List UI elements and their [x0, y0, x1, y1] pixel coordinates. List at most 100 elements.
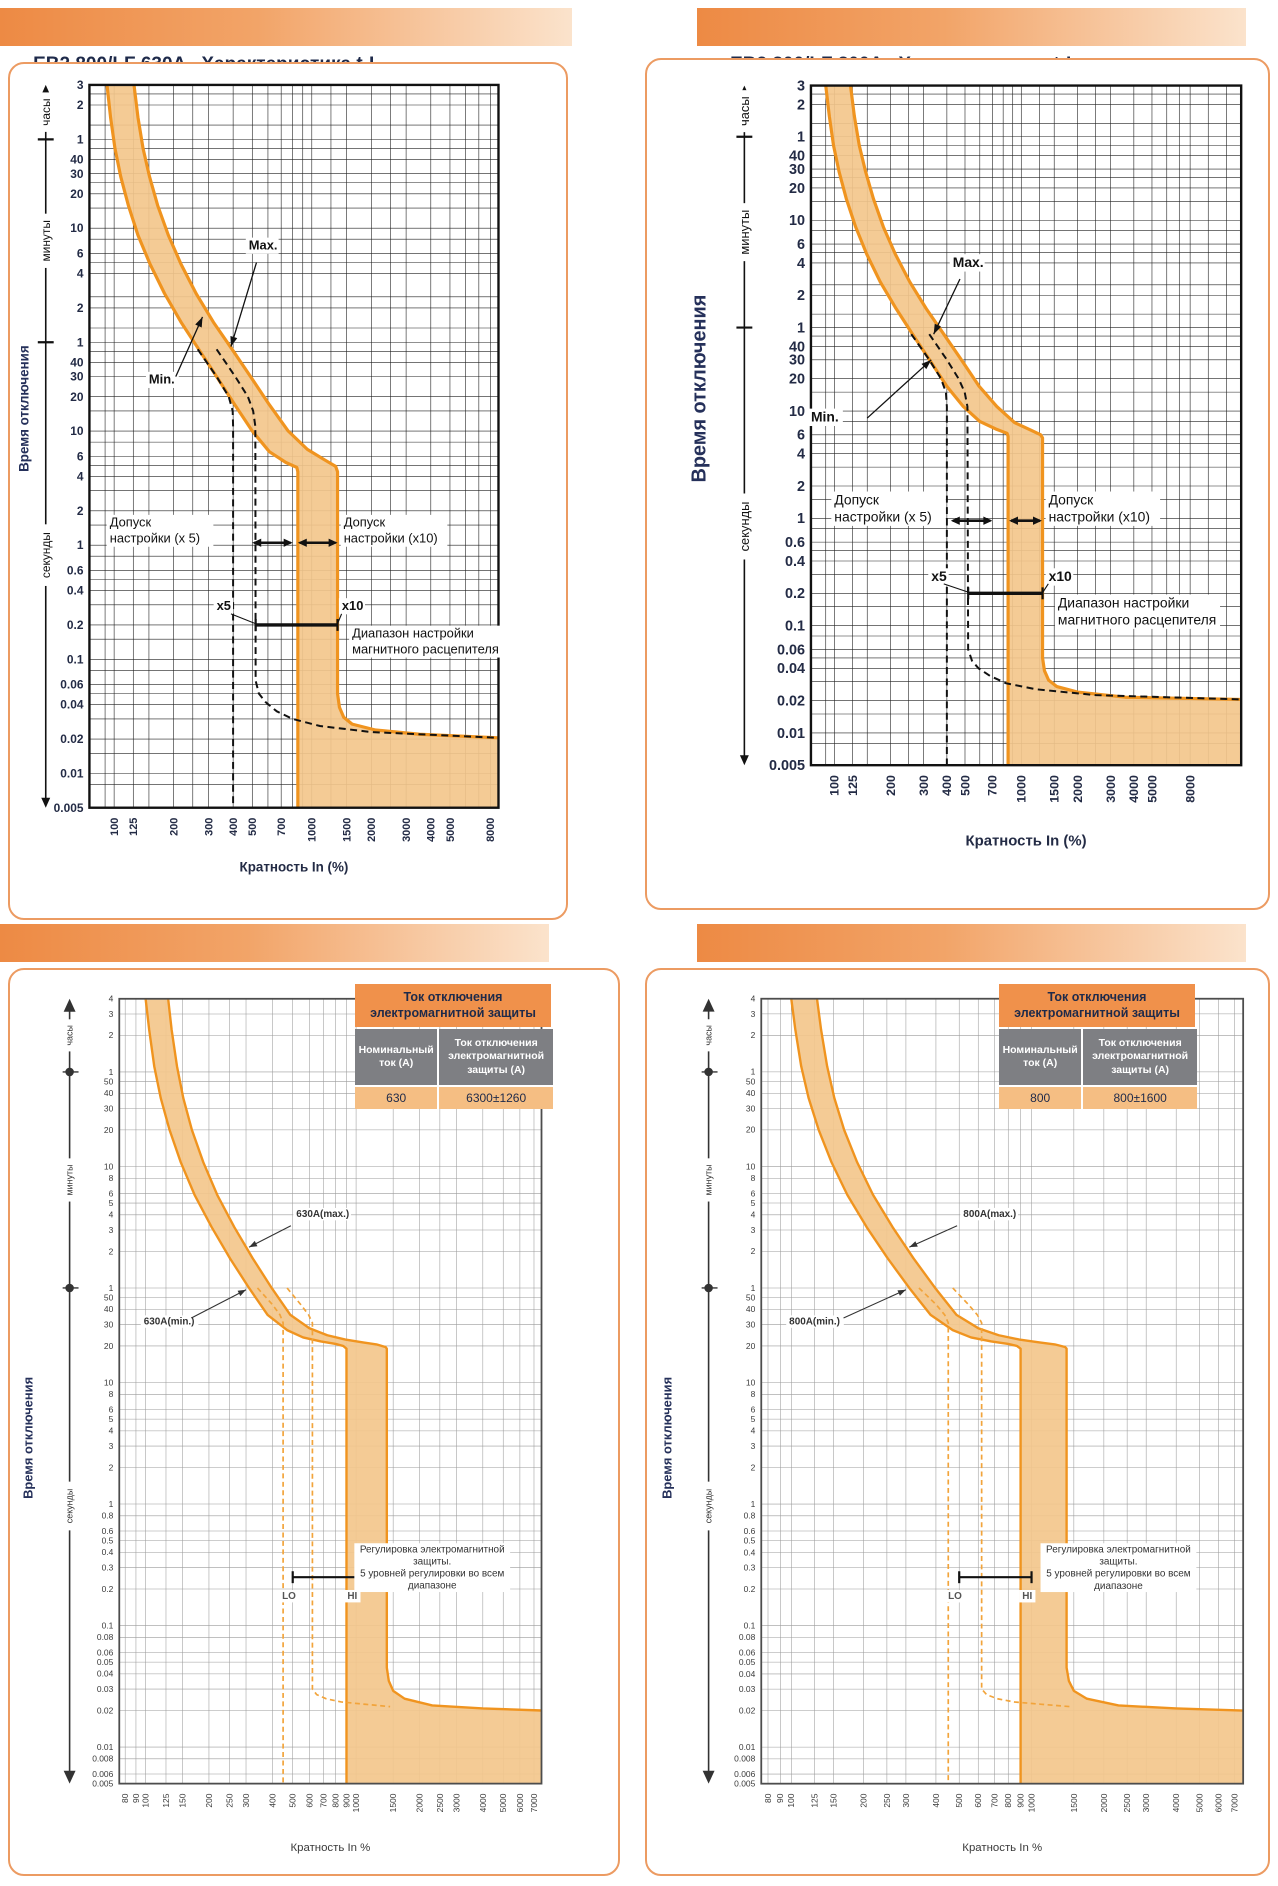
svg-text:магнитного расцепителя: магнитного расцепителя [1058, 611, 1216, 627]
svg-text:0.02: 0.02 [739, 1705, 756, 1715]
svg-text:0.008: 0.008 [92, 1754, 113, 1764]
svg-text:1000: 1000 [307, 818, 319, 842]
svg-text:125: 125 [810, 1793, 820, 1807]
svg-text:1: 1 [109, 1283, 114, 1293]
svg-text:2: 2 [797, 479, 805, 495]
svg-text:90: 90 [131, 1793, 141, 1803]
table-col-header-nominal: Номинальный ток (А) [999, 1029, 1082, 1086]
svg-text:400: 400 [931, 1793, 941, 1807]
svg-text:0.005: 0.005 [734, 1779, 755, 1789]
svg-text:0.04: 0.04 [97, 1669, 114, 1679]
svg-text:секунды: секунды [39, 532, 53, 578]
trip-current-table-800a: Ток отключения электромагнитной защиты Н… [999, 984, 1197, 1110]
svg-text:1000: 1000 [351, 1793, 361, 1812]
svg-text:0.4: 0.4 [785, 554, 805, 570]
svg-text:Max.: Max. [249, 238, 278, 253]
svg-text:5: 5 [109, 1414, 114, 1424]
svg-text:1: 1 [797, 320, 805, 336]
svg-text:Регулировка электромагнитной: Регулировка электромагнитной [1046, 1544, 1191, 1555]
svg-text:0.2: 0.2 [102, 1584, 114, 1594]
svg-text:0.005: 0.005 [769, 758, 805, 774]
svg-text:630A(min.): 630A(min.) [144, 1317, 195, 1328]
svg-text:0.06: 0.06 [97, 1647, 114, 1657]
svg-text:2500: 2500 [435, 1793, 445, 1812]
svg-text:125: 125 [161, 1793, 171, 1807]
svg-text:300: 300 [917, 775, 931, 796]
svg-text:Допуск: Допуск [834, 491, 880, 507]
svg-text:0.1: 0.1 [67, 652, 84, 666]
svg-text:0.04: 0.04 [777, 661, 805, 677]
svg-text:4: 4 [77, 267, 84, 281]
svg-text:500: 500 [958, 775, 972, 796]
svg-text:0.1: 0.1 [102, 1620, 114, 1630]
svg-text:1: 1 [109, 1067, 114, 1077]
svg-text:6: 6 [77, 247, 84, 261]
svg-text:0.5: 0.5 [744, 1536, 756, 1546]
svg-text:150: 150 [829, 1793, 839, 1807]
svg-text:500: 500 [247, 818, 259, 836]
svg-text:10: 10 [746, 1377, 756, 1387]
svg-text:3: 3 [797, 78, 805, 94]
chart-card-800a-lf: 3 2 1 40 30 20 10 6 4 2 1 40 30 20 10 6 4 2 1 0.6 0.4 0.2 0.1 0… [645, 58, 1270, 910]
svg-text:1: 1 [751, 1067, 756, 1077]
svg-text:50: 50 [104, 1076, 114, 1086]
svg-text:часы: часы [737, 96, 752, 126]
svg-text:3000: 3000 [1104, 775, 1118, 803]
svg-text:3: 3 [751, 1441, 756, 1451]
svg-text:0.008: 0.008 [734, 1754, 755, 1764]
svg-text:200: 200 [859, 1793, 869, 1807]
svg-text:0.3: 0.3 [102, 1562, 114, 1572]
svg-text:0.006: 0.006 [92, 1769, 113, 1779]
svg-text:40: 40 [70, 355, 84, 369]
svg-text:8: 8 [751, 1389, 756, 1399]
svg-text:6000: 6000 [515, 1793, 525, 1812]
svg-text:диапазоне: диапазоне [408, 1581, 457, 1592]
svg-text:20: 20 [746, 1341, 756, 1351]
svg-text:0.01: 0.01 [60, 766, 84, 780]
svg-text:900: 900 [1016, 1793, 1026, 1807]
svg-text:0.4: 0.4 [102, 1547, 114, 1557]
svg-text:10: 10 [104, 1377, 114, 1387]
svg-text:0.6: 0.6 [67, 564, 84, 578]
svg-text:800A(max.): 800A(max.) [963, 1209, 1016, 1220]
svg-text:0.03: 0.03 [97, 1684, 114, 1694]
svg-text:защиты.: защиты. [1099, 1557, 1137, 1568]
svg-text:50: 50 [746, 1292, 756, 1302]
svg-text:5000: 5000 [1145, 775, 1159, 803]
svg-text:90: 90 [775, 1793, 785, 1803]
svg-text:x5: x5 [217, 598, 231, 613]
svg-text:1: 1 [77, 538, 84, 552]
svg-text:8: 8 [109, 1389, 114, 1399]
svg-text:700: 700 [276, 818, 288, 836]
svg-text:настройки (x10): настройки (x10) [1049, 508, 1150, 524]
svg-text:3000: 3000 [401, 818, 413, 842]
svg-text:0.2: 0.2 [67, 618, 84, 632]
svg-text:0.01: 0.01 [777, 726, 805, 742]
trip-curve-chart-630a-lf: 3214030201064214030201064210.60.40.20.10… [17, 78, 503, 874]
svg-text:40: 40 [746, 1304, 756, 1314]
svg-text:Диапазон настройки: Диапазон настройки [1058, 594, 1189, 610]
svg-text:0.2: 0.2 [785, 586, 805, 602]
svg-text:минуты: минуты [39, 220, 53, 261]
svg-text:0.02: 0.02 [777, 693, 805, 709]
svg-text:6: 6 [77, 449, 84, 463]
svg-text:Кратность In %: Кратность In % [290, 1842, 370, 1854]
svg-text:250: 250 [224, 1793, 234, 1807]
svg-text:6: 6 [109, 1404, 114, 1414]
svg-text:4: 4 [751, 994, 756, 1004]
svg-text:500: 500 [954, 1793, 964, 1807]
svg-text:6: 6 [751, 1404, 756, 1414]
svg-text:Допуск: Допуск [110, 515, 152, 530]
svg-text:6: 6 [751, 1188, 756, 1198]
svg-text:20: 20 [70, 187, 84, 201]
svg-text:4000: 4000 [426, 818, 438, 842]
svg-text:700: 700 [986, 775, 1000, 796]
svg-text:3: 3 [109, 1441, 114, 1451]
svg-text:6000: 6000 [1213, 1793, 1223, 1812]
svg-text:40: 40 [104, 1304, 114, 1314]
svg-text:2: 2 [797, 288, 805, 304]
svg-text:0.4: 0.4 [744, 1547, 756, 1557]
svg-text:Время отключения: Время отключения [20, 1377, 35, 1499]
table-value-nominal: 800 [999, 1087, 1082, 1110]
